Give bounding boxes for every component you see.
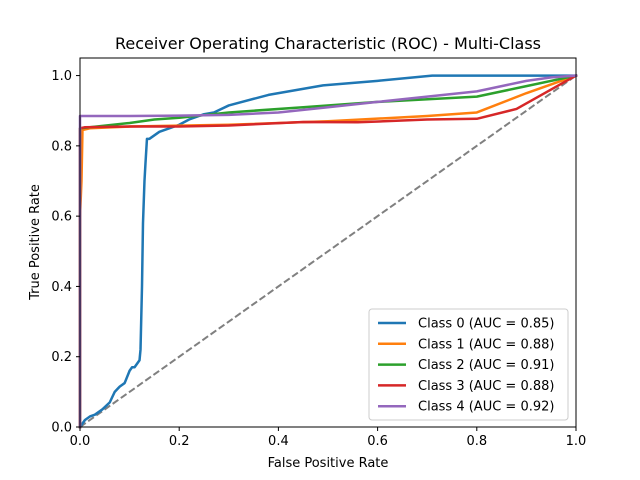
y-tick-label: 0.2 <box>51 350 72 365</box>
x-tick-label: 0.6 <box>367 434 388 449</box>
chance-diagonal-line <box>79 74 577 428</box>
legend-box <box>368 308 569 421</box>
y-axis: 0.0 0.2 0.4 0.6 0.8 1.0 <box>51 69 80 436</box>
x-axis: 0.0 0.2 0.4 0.6 0.8 1.0 <box>70 427 587 449</box>
x-tick-label: 0.2 <box>169 434 190 449</box>
y-tick-label: 1.0 <box>51 69 72 84</box>
plot-frame <box>79 57 577 428</box>
legend-label: Class 3 (AUC = 0.88) <box>418 379 554 394</box>
x-tick-label: 0.0 <box>70 434 91 449</box>
legend: Class 0 (AUC = 0.85) Class 1 (AUC = 0.88)… <box>368 308 569 421</box>
y-axis-title: True Positive Rate <box>28 184 43 301</box>
y-tick-label: 0.8 <box>51 139 72 154</box>
chart-title: Receiver Operating Characteristic (ROC) … <box>115 34 541 53</box>
x-tick-label: 0.8 <box>466 434 487 449</box>
series-line-class-4 <box>78 74 578 429</box>
x-tick-label: 1.0 <box>566 434 587 449</box>
series-line-class-0 <box>78 74 578 429</box>
legend-label: Class 4 (AUC = 0.92) <box>418 400 554 415</box>
x-axis-title: False Positive Rate <box>268 456 389 471</box>
series-line-class-3 <box>78 73 578 429</box>
y-tick-label: 0.6 <box>51 210 72 225</box>
y-tick-label: 0.0 <box>51 421 72 436</box>
legend-label: Class 1 (AUC = 0.88) <box>418 337 554 352</box>
x-tick-label: 0.4 <box>268 434 289 449</box>
legend-label: Class 2 (AUC = 0.91) <box>418 358 554 373</box>
legend-label: Class 0 (AUC = 0.85) <box>418 317 554 332</box>
y-tick-label: 0.4 <box>51 280 72 295</box>
